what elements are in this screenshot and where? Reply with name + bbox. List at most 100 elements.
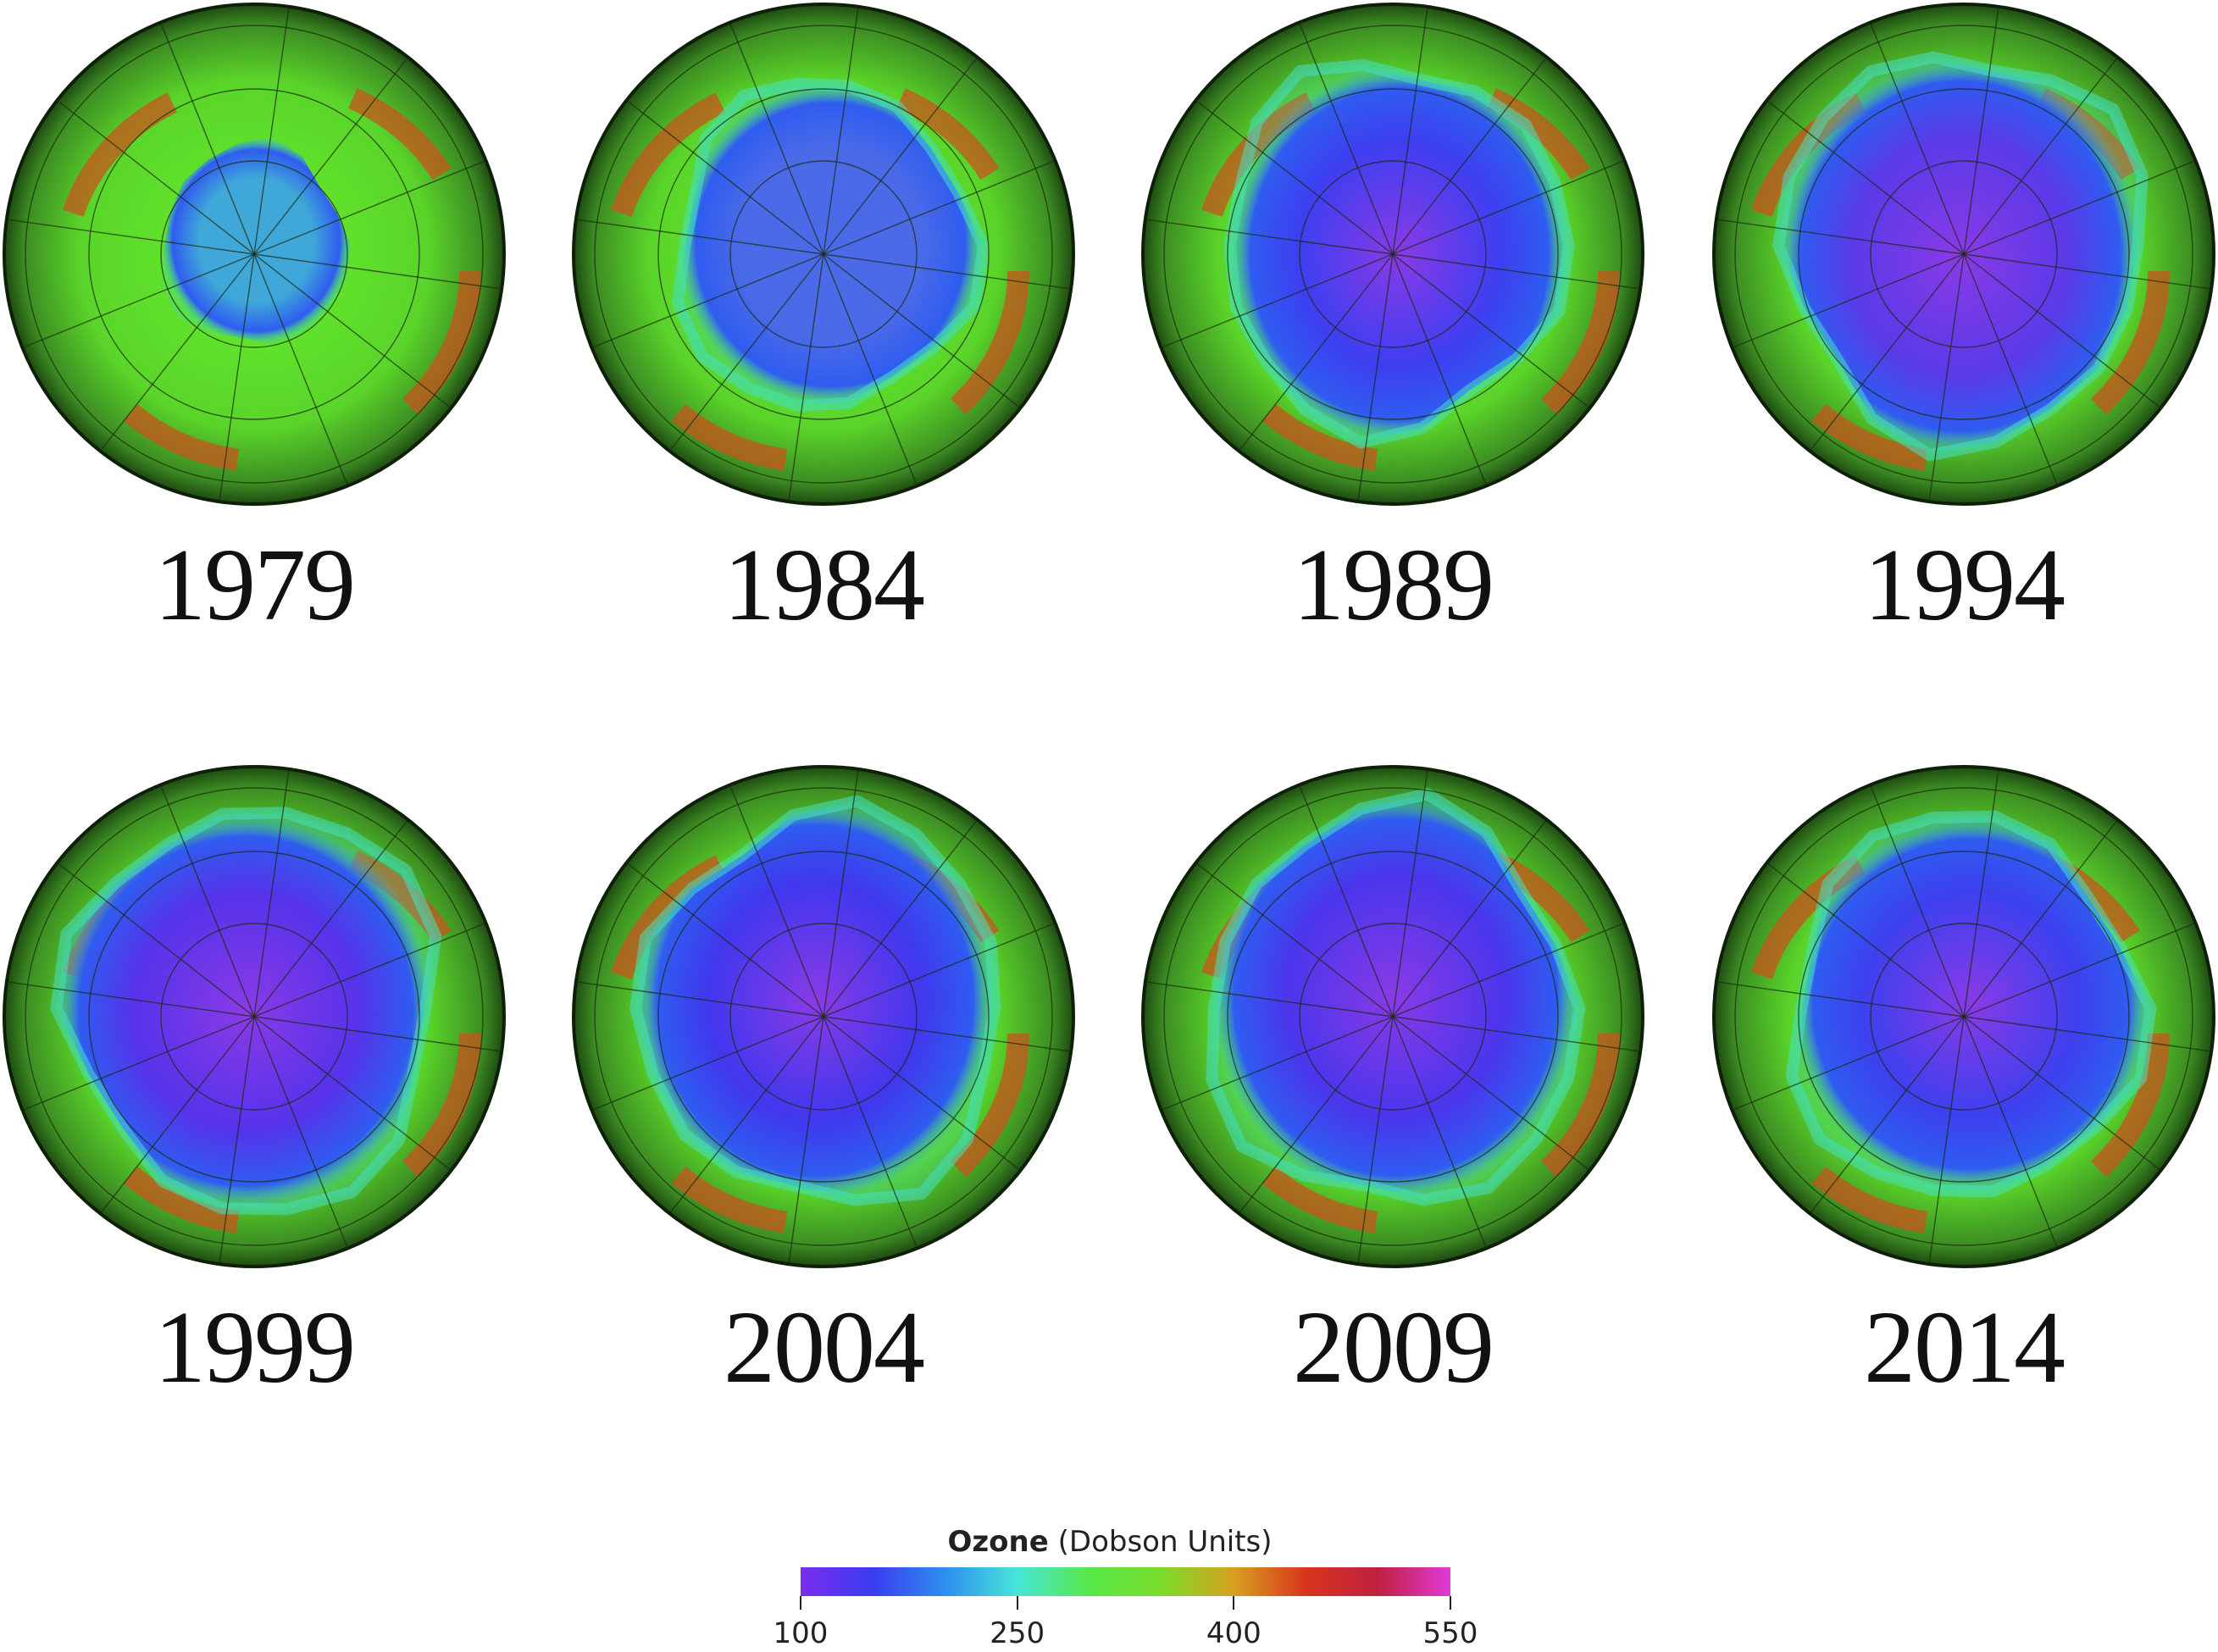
meridian-line: [823, 158, 1060, 255]
ozone-globe-map: [1712, 3, 2215, 506]
latitude-line: [1163, 25, 1622, 484]
legend-ticks: 100 250 400 550: [762, 1596, 1478, 1650]
meridian-line: [727, 18, 824, 255]
meridian-line: [727, 780, 824, 1017]
year-label: 1989: [1293, 528, 1494, 642]
meridian-line: [158, 780, 255, 1017]
meridian-line: [253, 253, 455, 412]
latitude-line: [1227, 88, 1559, 420]
latitude-line: [88, 851, 420, 1183]
meridian-line: [1392, 1016, 1489, 1253]
meridian-line: [253, 4, 291, 255]
high-ozone-band: [601, 69, 1029, 473]
globe-panel-1999: 1999: [0, 762, 508, 1406]
meridian-line: [787, 253, 824, 504]
meridian-line: [823, 920, 1060, 1017]
meridian-line: [1727, 253, 1965, 351]
globe-rim: [1712, 765, 2215, 1268]
ozone-legend: Ozone (Dobson Units) 100 250 400 550: [762, 1525, 1478, 1652]
meridian-line: [253, 1016, 504, 1053]
meridian-line: [18, 253, 255, 351]
ozone-globe-map: [572, 3, 1075, 506]
meridian-line: [1867, 780, 1965, 1017]
ozone-globe-map: [1141, 765, 1644, 1268]
meridian-line: [4, 980, 255, 1017]
meridian-line: [1235, 1016, 1394, 1217]
legend-tick-label: 550: [1422, 1616, 1478, 1650]
meridian-line: [1963, 4, 2000, 255]
meridian-line: [823, 4, 860, 255]
meridian-line: [1356, 1016, 1394, 1267]
meridian-line: [1963, 920, 2200, 1017]
year-label: 2009: [1293, 1290, 1494, 1405]
ozone-hole: [1772, 51, 2149, 462]
year-label: 2004: [724, 1290, 925, 1405]
globe-rim: [3, 765, 506, 1268]
meridian-line: [1714, 218, 1965, 255]
meridian-line: [1727, 1016, 1965, 1113]
meridian-line: [97, 1016, 255, 1217]
latitude-line: [729, 923, 918, 1111]
meridian-line: [1392, 253, 1594, 412]
legend-tick-mark: [1016, 1596, 1018, 1610]
legend-title: Ozone (Dobson Units): [762, 1525, 1457, 1559]
legend-color-bar: [801, 1567, 1450, 1596]
meridian-line: [218, 1016, 255, 1267]
latitude-line: [1798, 851, 2130, 1183]
meridian-line: [587, 1016, 824, 1113]
latitude-line: [25, 25, 484, 484]
meridian-line: [787, 1016, 824, 1267]
meridian-line: [574, 980, 824, 1017]
meridian-line: [1963, 158, 2200, 255]
meridian-line: [587, 253, 824, 351]
ozone-globe-map: [1712, 765, 2215, 1268]
meridian-line: [253, 767, 291, 1017]
meridian-line: [1143, 218, 1394, 255]
globe-panel-1994: 1994: [1710, 0, 2218, 644]
ozone-globe-map: [1141, 3, 1644, 506]
globe-panel-1984: 1984: [569, 0, 1078, 644]
meridian-line: [823, 816, 981, 1017]
meridian-line: [1963, 1016, 2214, 1053]
globe-rim: [1141, 765, 1644, 1268]
ozone-hole: [1223, 58, 1575, 449]
ozone-hole: [50, 807, 442, 1216]
meridian-line: [1963, 253, 2060, 491]
meridian-line: [623, 97, 824, 255]
globe-rim: [1141, 3, 1644, 506]
meridian-line: [218, 253, 255, 504]
meridian-line: [1963, 1016, 2165, 1174]
year-label: 1984: [724, 528, 925, 642]
meridian-line: [823, 253, 1024, 412]
meridian-line: [1806, 1016, 1965, 1217]
globe-panel-2014: 2014: [1710, 762, 2218, 1406]
meridian-line: [1192, 97, 1394, 255]
meridian-line: [1763, 97, 1965, 255]
meridian-line: [1392, 920, 1629, 1017]
globe-rim: [1712, 3, 2215, 506]
meridian-line: [823, 1016, 1073, 1053]
year-label: 1979: [154, 528, 356, 642]
latitude-line: [1163, 787, 1622, 1246]
high-ozone-band: [1741, 832, 2170, 1235]
legend-title-bold: Ozone: [947, 1525, 1049, 1559]
latitude-line: [657, 851, 990, 1183]
ozone-globe-map: [3, 3, 506, 506]
legend-tick-mark: [1233, 1596, 1235, 1610]
high-ozone-band: [53, 69, 481, 473]
meridian-line: [1392, 53, 1550, 255]
meridian-line: [158, 18, 255, 255]
meridian-line: [823, 1016, 920, 1253]
meridian-line: [1963, 1016, 2060, 1253]
meridian-line: [253, 53, 412, 255]
meridian-line: [1296, 18, 1394, 255]
globe-rim: [572, 765, 1075, 1268]
latitude-line: [1798, 88, 2130, 420]
meridian-line: [253, 253, 351, 491]
latitude-line: [594, 787, 1053, 1246]
latitude-line: [657, 88, 990, 420]
legend-tick-mark: [1450, 1596, 1451, 1610]
latitude-line: [1734, 25, 2193, 484]
meridian-line: [823, 767, 860, 1017]
meridian-line: [666, 253, 824, 455]
